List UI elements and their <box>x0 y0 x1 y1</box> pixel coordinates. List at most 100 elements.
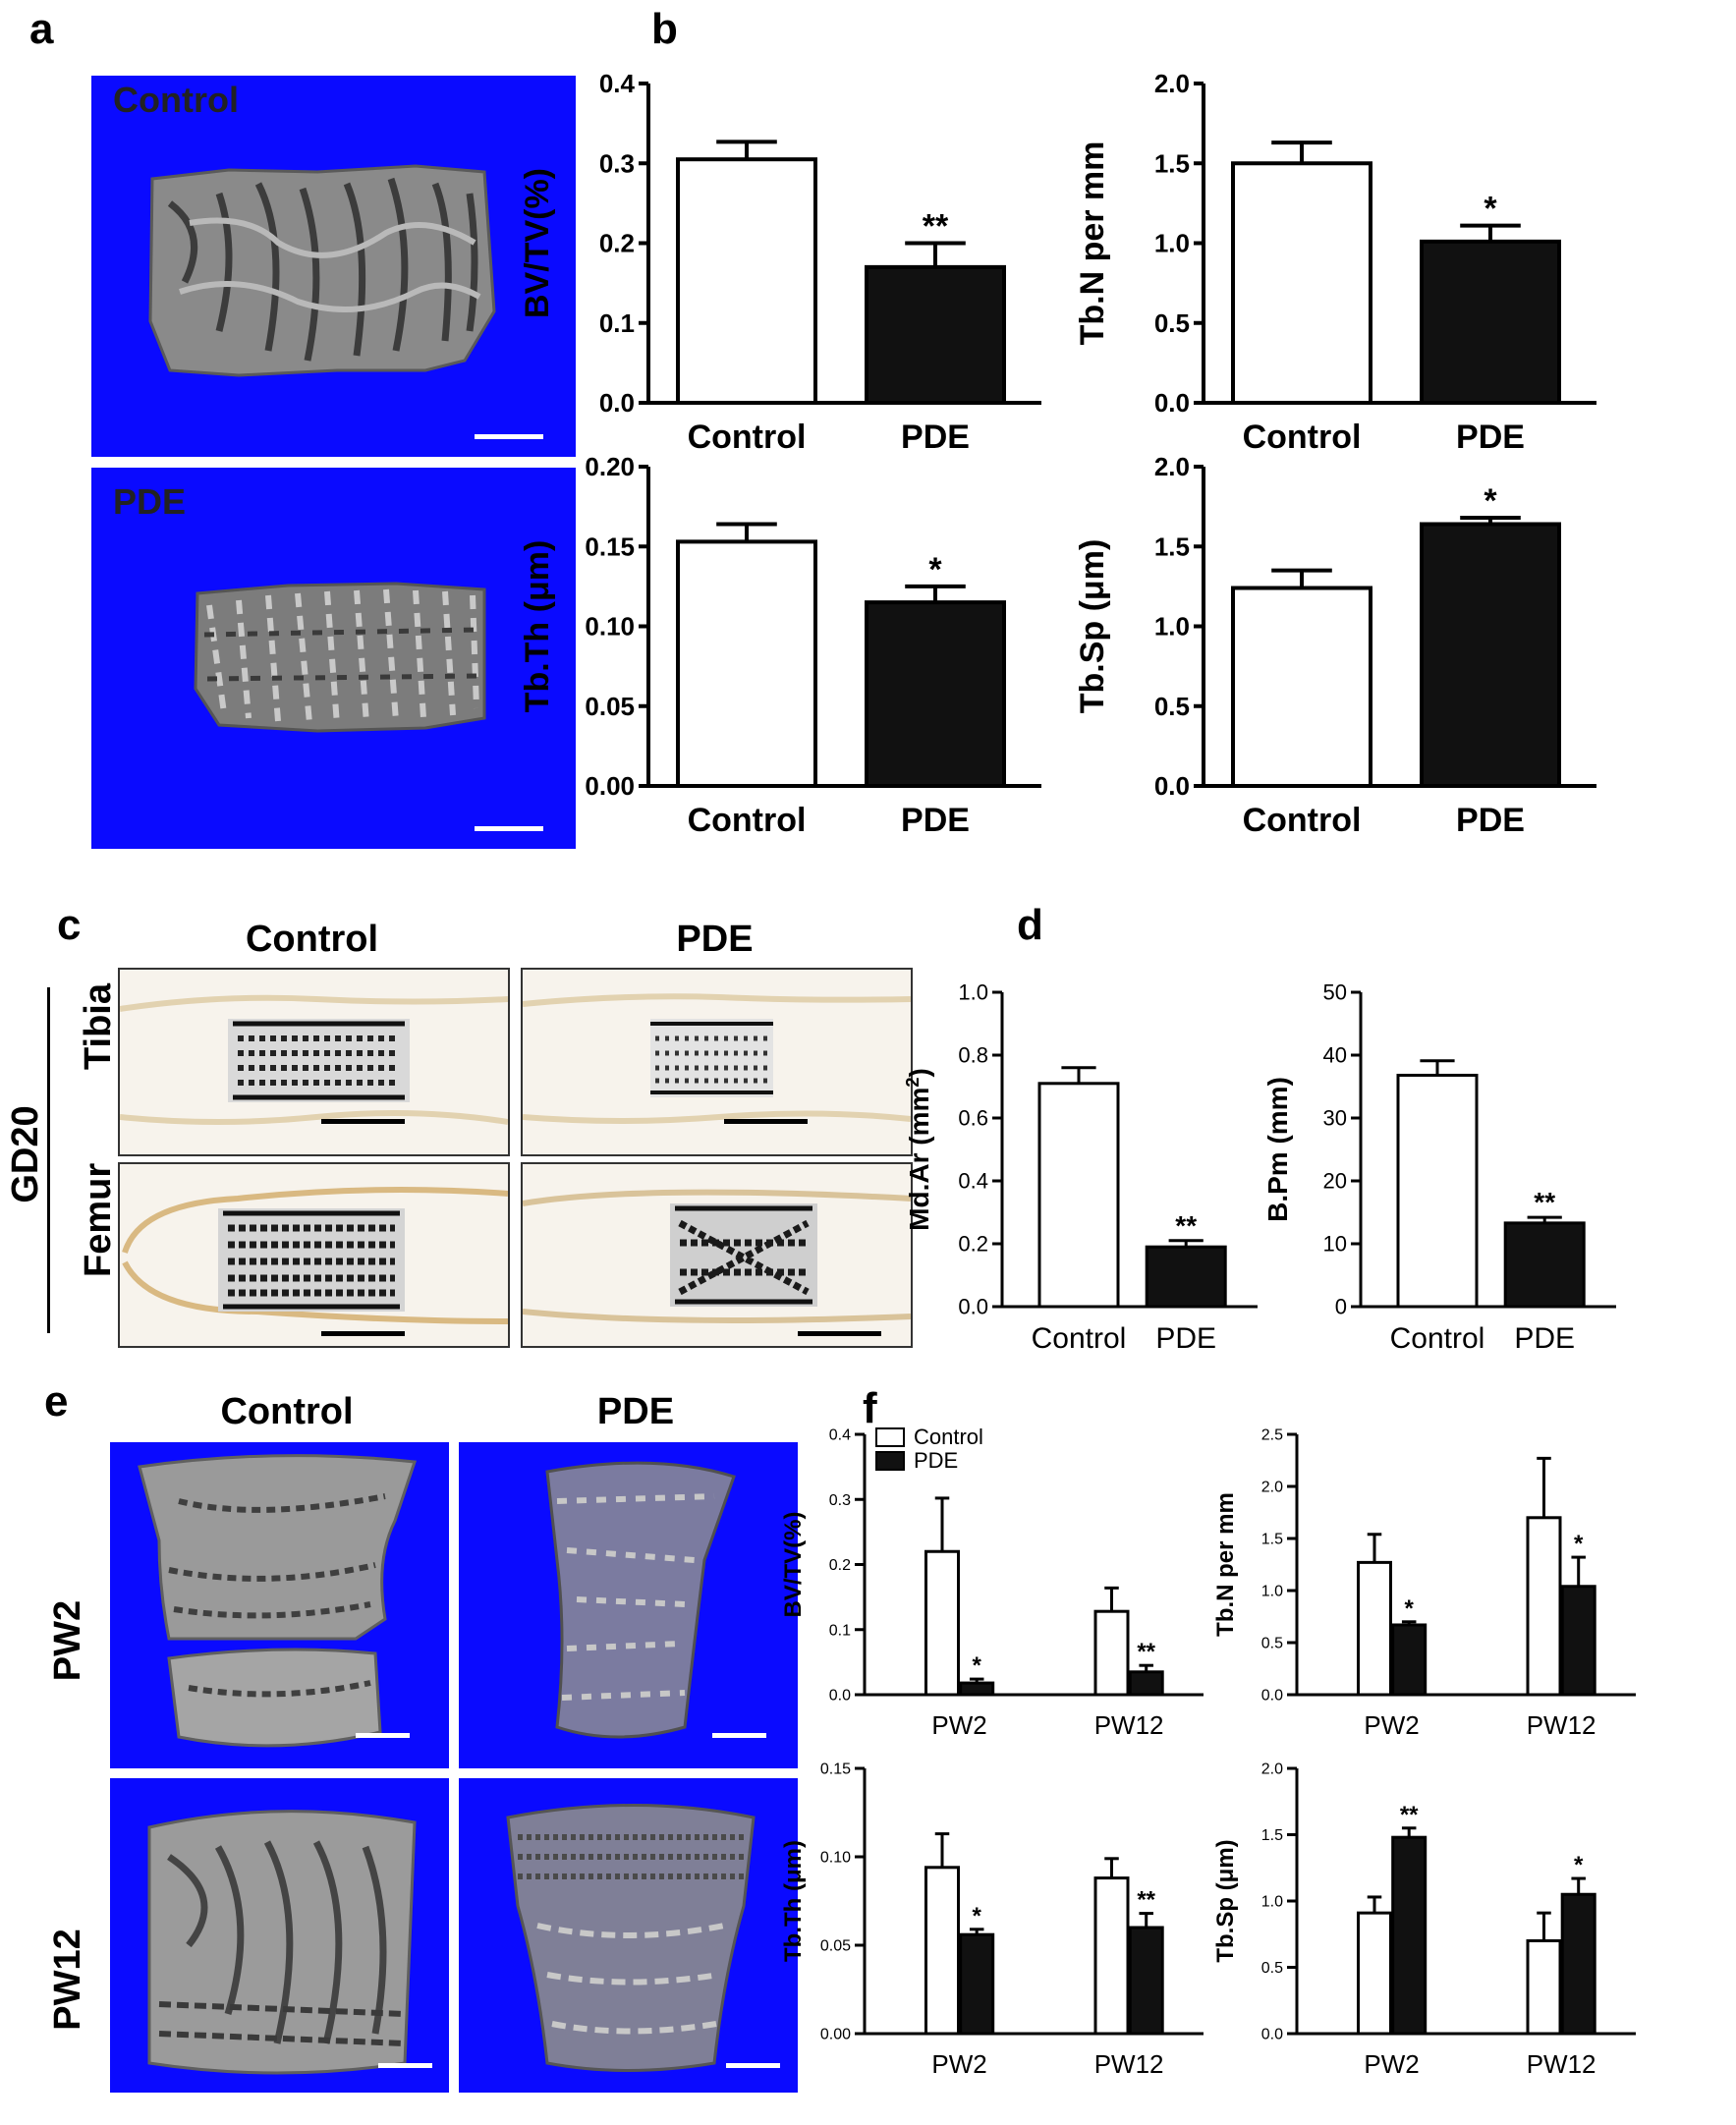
y-tick-label: 0.0 <box>1261 2027 1283 2043</box>
y-tick-label: 0.0 <box>1154 771 1190 801</box>
y-tick-label: 0.0 <box>1154 388 1190 418</box>
x-tick-label: PW2 <box>1364 1710 1419 1740</box>
image-label-pde: PDE <box>113 481 187 522</box>
microct-image-control: Control <box>91 76 576 457</box>
col-label-control: Control <box>245 919 379 960</box>
legend-swatch <box>875 1451 905 1471</box>
bar-control <box>1526 1939 1562 2036</box>
col-label-pde: PDE <box>596 1391 675 1432</box>
bar-pde <box>1128 1670 1164 1697</box>
scale-bar <box>321 1331 405 1336</box>
bar-pde <box>1145 1245 1227 1309</box>
y-tick-label: 1.0 <box>1261 1894 1283 1911</box>
y-tick-label: 50 <box>1323 980 1347 1005</box>
plot-area: 0.00 0.05 0.10 0.15 0.20 Tb.Th (μm) Control * PD… <box>519 452 1041 839</box>
group-bracket <box>47 987 50 1333</box>
y-axis-label: Tb.N per mm <box>1212 1492 1239 1637</box>
bar-control <box>1231 161 1372 405</box>
y-axis-label: Tb.Th (μm) <box>780 1840 807 1962</box>
microct-image-pde: PDE <box>91 468 576 849</box>
y-tick-label: 0.2 <box>958 1232 988 1257</box>
scale-bar <box>798 1331 881 1336</box>
x-tick-label: Control <box>1243 419 1362 456</box>
y-tick-label: 1.5 <box>1154 531 1190 561</box>
significance-marker: ** <box>1175 1210 1197 1241</box>
x-tick-label: PDE <box>901 802 970 839</box>
y-tick-label: 0.0 <box>829 1688 851 1705</box>
y-axis-label: Tb.Sp (μm) <box>1074 539 1111 714</box>
bar-pde <box>959 1681 995 1697</box>
y-tick-label: 1.0 <box>1154 612 1190 642</box>
y-tick-label: 10 <box>1323 1232 1347 1257</box>
chart-f-bv-tv: 0.0 0.1 0.2 0.3 0.4 BV/TV(%) * PW2 ** PW12 Control… <box>780 1425 1204 1740</box>
histology-tibia-control <box>118 968 510 1156</box>
scale-bar <box>356 1733 410 1738</box>
chart-b-pm: 0 10 20 30 40 50 B.Pm (mm) Control ** PDE <box>1262 980 1616 1355</box>
significance-marker: * <box>1484 482 1497 520</box>
y-tick-label: 1.5 <box>1261 1827 1283 1844</box>
y-tick-label: 0.15 <box>820 1762 851 1778</box>
x-tick-label: Control <box>688 802 807 839</box>
y-tick-label: 0.1 <box>829 1622 851 1639</box>
chart-f-tb-n: 0.0 0.5 1.0 1.5 2.0 2.5 Tb.N per mm * PW2 * PW12 <box>1212 1427 1636 1740</box>
y-tick-label: 0.8 <box>958 1043 988 1068</box>
significance-marker: * <box>973 1652 982 1679</box>
plot-area: 0.0 0.5 1.0 1.5 2.0 Tb.Sp (μm) Control * PDE <box>1074 452 1596 839</box>
y-tick-label: 0.00 <box>585 771 635 801</box>
plot-area: 0.0 0.5 1.0 1.5 2.0 2.5 Tb.N per mm * PW2 * PW12 <box>1212 1427 1636 1740</box>
significance-marker: ** <box>1534 1187 1555 1217</box>
x-tick-label: PW12 <box>1094 2049 1164 2079</box>
x-tick-label: PDE <box>1514 1322 1575 1355</box>
y-tick-label: 40 <box>1323 1043 1347 1068</box>
bar-control <box>1396 1073 1479 1309</box>
histology-femur-pde <box>521 1162 913 1348</box>
bone-render-control <box>148 164 496 377</box>
significance-marker: * <box>1574 1852 1584 1878</box>
y-tick-label: 0.2 <box>829 1557 851 1574</box>
y-tick-label: 0.0 <box>958 1295 988 1319</box>
y-tick-label: 20 <box>1323 1169 1347 1194</box>
bar-pde <box>1391 1835 1428 2036</box>
row-label-pw12: PW12 <box>47 1929 88 2031</box>
bar-pde <box>959 1932 995 2036</box>
significance-marker: ** <box>1400 1802 1419 1828</box>
y-tick-label: 0.4 <box>599 69 636 98</box>
group-label-gd20: GD20 <box>5 1105 46 1203</box>
x-tick-label: PW2 <box>931 2049 986 2079</box>
panel-label-b: b <box>651 5 678 53</box>
panel-label-a: a <box>29 5 54 53</box>
y-axis-label: Md.Ar (mm2) <box>903 1068 934 1231</box>
y-tick-label: 1.0 <box>958 980 988 1005</box>
significance-marker: ** <box>1137 1639 1155 1665</box>
y-tick-label: 2.0 <box>1261 1762 1283 1778</box>
y-tick-label: 30 <box>1323 1106 1347 1131</box>
significance-marker: * <box>1574 1531 1584 1557</box>
y-tick-label: 0.15 <box>585 531 635 561</box>
significance-marker: * <box>1405 1595 1415 1622</box>
plot-area: 0.00 0.05 0.10 0.15 Tb.Th (μm) * PW2 ** PW12 <box>780 1762 1204 2079</box>
bar-pde <box>865 264 1006 405</box>
y-tick-label: 0.5 <box>1154 308 1190 338</box>
bar-pde <box>1391 1623 1428 1697</box>
y-tick-label: 0.20 <box>585 452 635 481</box>
y-tick-label: 0.4 <box>958 1169 988 1194</box>
bar-pde <box>1420 522 1561 788</box>
histology-tibia-pde <box>521 968 913 1156</box>
chart-tb-n: 0.0 0.5 1.0 1.5 2.0 Tb.N per mm Control * PDE <box>1074 69 1596 456</box>
chart-tb-sp: 0.0 0.5 1.0 1.5 2.0 Tb.Sp (μm) Control * PDE <box>1074 452 1596 839</box>
x-tick-label: PDE <box>901 419 970 456</box>
y-tick-label: 0.0 <box>599 388 635 418</box>
plot-area: 0.0 0.5 1.0 1.5 2.0 Tb.N per mm Control * PDE <box>1074 69 1596 456</box>
y-tick-label: 2.5 <box>1261 1427 1283 1444</box>
col-label-control: Control <box>220 1391 354 1432</box>
chart-f-tb-sp: 0.0 0.5 1.0 1.5 2.0 Tb.Sp (μm) ** PW2 * PW12 <box>1212 1762 1636 2079</box>
x-tick-label: PW12 <box>1527 2049 1596 2079</box>
bar-pde <box>1420 239 1561 405</box>
bar-pde <box>1560 1585 1596 1697</box>
bar-control <box>1093 1876 1130 2036</box>
y-tick-label: 0.10 <box>820 1850 851 1867</box>
y-tick-label: 0.6 <box>958 1106 988 1131</box>
y-tick-label: 0.5 <box>1261 1636 1283 1652</box>
x-tick-label: PW12 <box>1527 1710 1596 1740</box>
plot-area: 0.0 0.2 0.4 0.6 0.8 1.0 Md.Ar (mm2) Control ** PD… <box>903 980 1258 1355</box>
